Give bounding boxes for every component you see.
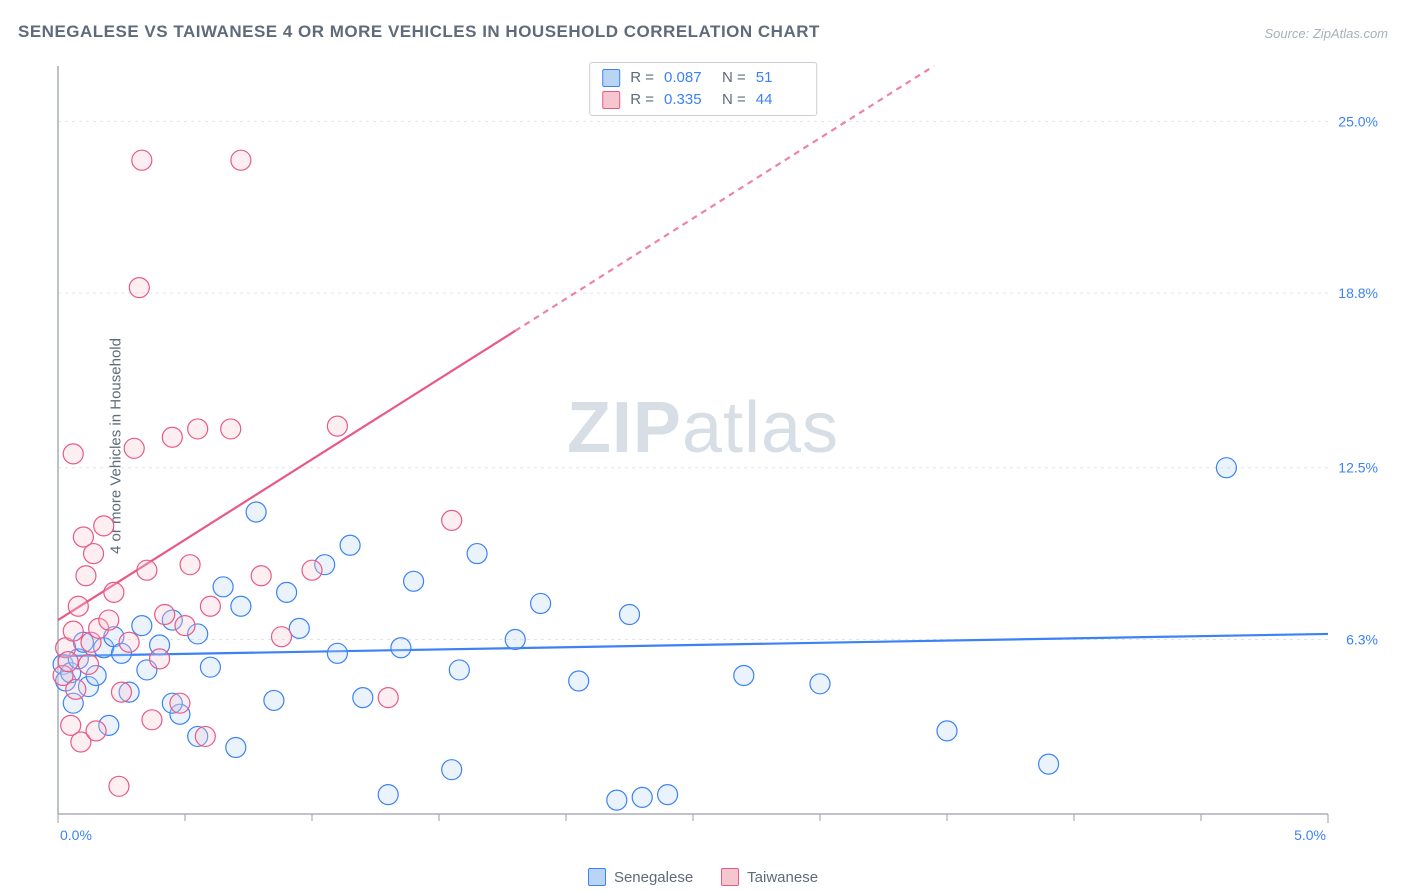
r-value: 0.087 [664, 67, 712, 89]
legend-label: Taiwanese [747, 869, 818, 886]
chart-container: SENEGALESE VS TAIWANESE 4 OR MORE VEHICL… [0, 0, 1406, 892]
svg-text:25.0%: 25.0% [1338, 113, 1378, 129]
svg-text:0.0%: 0.0% [60, 827, 92, 843]
svg-text:5.0%: 5.0% [1294, 827, 1326, 843]
stats-legend-row: R = 0.335 N = 44 [602, 89, 804, 111]
scatter-plot-svg: 0.0% 5.0% 6.3% 12.5% 18.8% 25.0% [52, 60, 1388, 850]
r-value: 0.335 [664, 89, 712, 111]
legend-swatch [602, 69, 620, 87]
legend-swatch [721, 868, 739, 886]
r-label: R = [630, 67, 654, 89]
r-label: R = [630, 89, 654, 111]
stats-legend-row: R = 0.087 N = 51 [602, 67, 804, 89]
svg-text:6.3%: 6.3% [1346, 631, 1378, 647]
source-attribution: Source: ZipAtlas.com [1264, 26, 1388, 41]
legend-item: Senegalese [588, 868, 693, 886]
legend-swatch [588, 868, 606, 886]
series-legend: Senegalese Taiwanese [0, 868, 1406, 886]
n-label: N = [722, 67, 746, 89]
legend-item: Taiwanese [721, 868, 818, 886]
stats-legend: R = 0.087 N = 51 R = 0.335 N = 44 [589, 62, 817, 116]
n-value: 44 [756, 89, 804, 111]
legend-label: Senegalese [614, 869, 693, 886]
n-label: N = [722, 89, 746, 111]
legend-swatch [602, 91, 620, 109]
plot-area: 0.0% 5.0% 6.3% 12.5% 18.8% 25.0% [52, 60, 1388, 850]
chart-title: SENEGALESE VS TAIWANESE 4 OR MORE VEHICL… [18, 22, 820, 42]
n-value: 51 [756, 67, 804, 89]
svg-text:18.8%: 18.8% [1338, 285, 1378, 301]
svg-text:12.5%: 12.5% [1338, 460, 1378, 476]
